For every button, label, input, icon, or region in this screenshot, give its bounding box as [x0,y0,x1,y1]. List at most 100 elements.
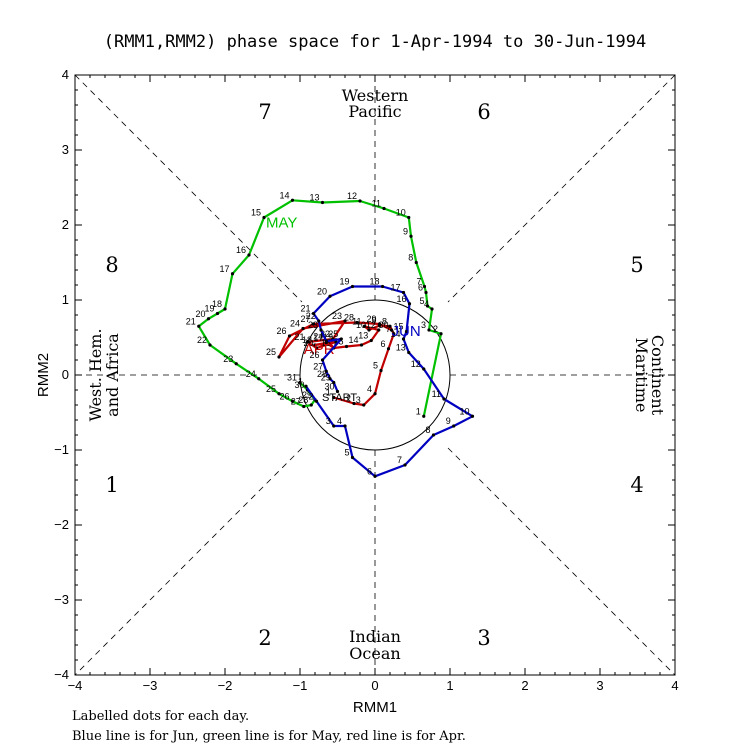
data-point [414,260,418,265]
data-point [319,328,323,332]
data-point [215,311,220,316]
phase-number-2: 2 [258,626,271,650]
day-label: 10 [396,208,406,218]
day-label: 18 [369,277,379,287]
data-point [320,200,325,205]
x-tick-label: 4 [671,678,678,693]
day-label: 26 [279,391,289,401]
data-point [407,215,411,220]
day-label: 18 [212,299,222,309]
x-tick-label: −4 [68,678,83,693]
day-label: 29 [302,390,312,400]
day-label: 17 [219,264,229,274]
day-label: 29 [321,373,331,383]
day-label: 13 [358,331,368,341]
day-label: 16 [396,294,406,304]
day-label: 12 [411,359,421,369]
data-point [277,355,281,359]
data-point [262,215,266,220]
data-point [442,397,446,401]
data-point [206,317,211,321]
data-point [343,319,347,323]
data-point [247,253,251,257]
day-label: 18 [302,335,312,345]
day-label: 23 [308,320,318,330]
day-label: 21 [300,304,310,314]
phase-axis-guides [75,75,675,675]
day-label: 1 [326,388,331,398]
data-point [359,343,364,347]
day-label: 11 [432,389,441,399]
data-point [373,392,377,396]
data-point [392,332,396,336]
month-label-may: MAY [266,215,297,232]
data-point [409,234,413,238]
data-point [339,337,343,341]
data-point [439,332,443,336]
day-label: 27 [291,397,301,407]
phase-diagonal-guides [74,74,676,676]
data-point [304,384,308,388]
data-point [314,399,319,403]
y-tick-label: −3 [54,592,69,607]
phase-number-5: 5 [630,253,643,277]
data-point [377,328,381,332]
y-tick-label: 1 [62,292,69,307]
data-point [407,350,411,355]
data-point [389,328,394,332]
data-point [309,403,313,407]
unit-circle [299,299,451,451]
day-label: 6 [418,283,423,293]
data-point [313,343,317,347]
day-label: 25 [266,384,276,394]
day-label: 24 [246,369,256,379]
data-point [386,347,391,351]
x-tick-label: −3 [143,678,158,693]
day-label: 22 [197,335,207,345]
day-label: 13 [396,343,406,353]
day-label: 6 [367,466,372,476]
day-label: 25 [266,347,276,357]
data-point [352,401,356,406]
day-label: 3 [421,320,426,330]
day-label: 20 [195,309,205,319]
data-point [311,311,316,316]
data-point [332,395,336,400]
day-label: 9 [371,316,376,326]
data-point [208,343,212,347]
data-point [422,414,426,418]
x-tick-label: 2 [521,678,528,693]
day-label: 4 [424,299,429,309]
data-point [422,284,427,289]
day-label: 9 [403,226,408,236]
day-label: 3 [326,416,331,426]
day-label: 14 [279,190,289,200]
day-label: 1 [416,406,421,416]
region-indian-ocean-line2: Ocean [349,644,400,663]
day-label: 24 [313,331,323,341]
data-point [407,302,412,306]
data-point [382,206,386,211]
day-label: 4 [367,384,372,394]
day-label: 25 [328,329,338,339]
y-tick-label: 0 [62,367,69,382]
region-western-pacific-line2: Pacific [348,102,401,121]
day-label: 22 [320,329,330,339]
day-label: 5 [373,361,378,371]
region-west-hem-line1: West. Hem. [86,328,105,421]
data-point [470,414,475,418]
day-label: 30 [378,320,388,330]
chart-title: (RMM1,RMM2) phase space for 1-Apr-1994 t… [104,32,646,52]
phase-number-6: 6 [477,100,490,124]
data-point [311,322,316,326]
day-label: 1 [298,376,303,386]
day-label: 4 [337,416,342,426]
phase-number-7: 7 [258,100,271,124]
day-label: 31 [287,373,297,383]
day-label: 9 [446,416,451,426]
data-point [324,339,328,343]
phase-number-3: 3 [477,626,490,650]
x-tick-label: 0 [371,678,378,693]
data-point [301,326,305,331]
day-label: 11 [372,199,381,209]
